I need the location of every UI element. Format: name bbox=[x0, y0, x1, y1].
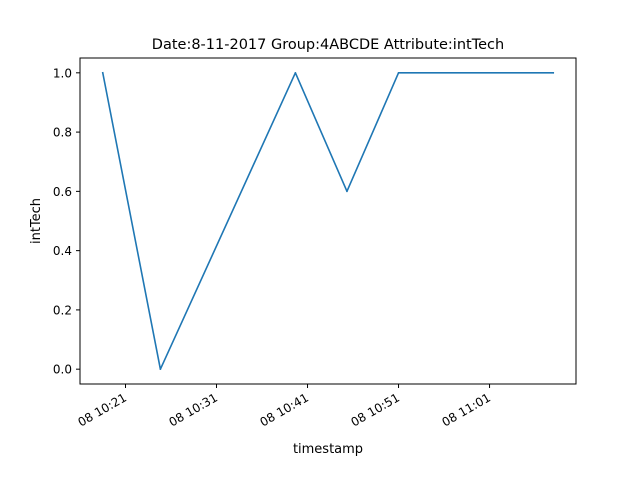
y-tick-label: 0.4 bbox=[53, 244, 72, 258]
series-layer bbox=[101, 71, 555, 370]
plot-frame bbox=[79, 57, 577, 385]
x-tick-label: 08 10:41 bbox=[258, 390, 311, 429]
x-tick-label: 08 11:01 bbox=[440, 390, 493, 429]
chart-title: Date:8-11-2017 Group:4ABCDE Attribute:in… bbox=[152, 37, 504, 53]
y-tick-label: 0.2 bbox=[53, 303, 72, 317]
data-point bbox=[397, 72, 400, 74]
data-point bbox=[159, 368, 162, 370]
x-tick-label: 08 10:31 bbox=[167, 390, 220, 429]
y-axis-label: intTech bbox=[29, 198, 44, 244]
y-tick-label: 0.8 bbox=[53, 126, 72, 140]
x-tick-label: 08 10:51 bbox=[349, 390, 402, 429]
y-tick-label: 0.0 bbox=[53, 363, 72, 377]
x-axis-label: timestamp bbox=[293, 442, 363, 457]
data-point bbox=[101, 72, 104, 74]
x-axis: 08 10:21 08 10:31 08 10:41 08 10:51 08 11:01 bbox=[76, 384, 493, 429]
y-tick-label: 1.0 bbox=[53, 66, 72, 80]
data-point bbox=[346, 190, 348, 193]
data-point bbox=[294, 72, 297, 74]
x-tick-label: 08 10:21 bbox=[76, 390, 129, 429]
series-line bbox=[101, 71, 555, 370]
y-axis: 0.0 0.2 0.4 0.6 0.8 1.0 bbox=[53, 66, 80, 377]
data-point bbox=[552, 72, 555, 74]
y-tick-label: 0.6 bbox=[53, 185, 72, 199]
